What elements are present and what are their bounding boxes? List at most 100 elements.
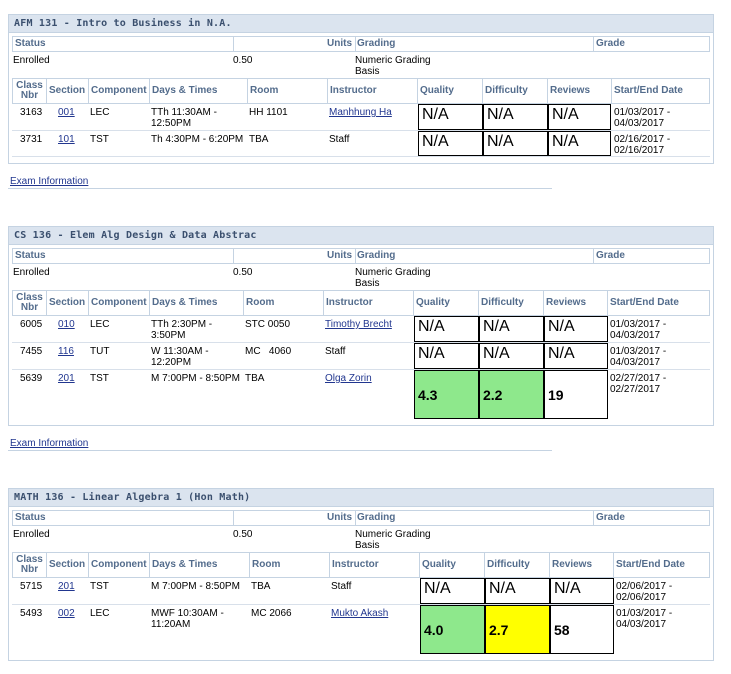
room: MC 4060: [245, 346, 292, 357]
grading-value: Numeric Grading Basis: [355, 529, 431, 551]
days-times-header: Days & Times: [150, 291, 244, 315]
quality-rating: N/A: [418, 131, 483, 156]
days-times: MWF 10:30AM - 11:20AM: [151, 608, 224, 630]
room-header: Room: [250, 553, 330, 577]
reviews-header: Reviews: [548, 79, 612, 103]
instructor-link[interactable]: Mukto Akash: [331, 608, 389, 619]
difficulty-rating: N/A: [479, 316, 544, 342]
course-panel-cs136: CS 136 - Elem Alg Design & Data Abstrac …: [8, 226, 714, 426]
days-times: Th 4:30PM - 6:20PM: [151, 134, 244, 145]
days-times: M 7:00PM - 8:50PM: [151, 373, 240, 384]
reviews-count: N/A: [548, 131, 611, 156]
start-end-date: 01/03/2017 - 04/03/2017: [614, 107, 671, 129]
quality-rating: N/A: [414, 316, 479, 342]
component: TST: [90, 134, 109, 145]
instructor-link[interactable]: Timothy Brecht: [325, 319, 392, 330]
grade-col-header: Grade: [596, 38, 625, 49]
grade-col-header: Grade: [596, 250, 625, 261]
days-times: TTh 2:30PM - 3:50PM: [151, 319, 213, 341]
difficulty-rating: 2.7: [485, 605, 550, 654]
room-header: Room: [248, 79, 328, 103]
start-end-date: 02/06/2017 - 02/06/2017: [616, 581, 673, 603]
class-table: Class Nbr Section Component Days & Times…: [12, 552, 710, 654]
class-nbr: 7455: [20, 346, 43, 357]
start-end-date: 01/03/2017 - 04/03/2017: [610, 346, 667, 368]
grading-col-header: Grading: [357, 512, 396, 523]
instructor: Staff: [325, 346, 346, 357]
start-end-header: Start/End Date: [610, 297, 679, 308]
component: LEC: [90, 608, 110, 619]
course-title: CS 136 - Elem Alg Design & Data Abstrac: [9, 227, 713, 245]
instructor-header: Instructor: [330, 553, 420, 577]
section-link[interactable]: 201: [58, 581, 75, 592]
class-table: Class Nbr Section Component Days & Times…: [12, 78, 710, 157]
room-header: Room: [244, 291, 324, 315]
reviews-count: N/A: [550, 578, 614, 604]
difficulty-rating: N/A: [483, 104, 548, 130]
room: STC 0050: [245, 319, 291, 330]
grade-col-header: Grade: [596, 512, 625, 523]
status-row: Enrolled 0.50 Numeric Grading Basis: [9, 526, 713, 552]
days-times: W 11:30AM - 12:20PM: [151, 346, 209, 368]
class-nbr: 6005: [20, 319, 43, 330]
section-header: Section: [47, 291, 89, 315]
quality-header: Quality: [418, 79, 483, 103]
class-nbr-header: Class Nbr: [13, 291, 47, 315]
reviews-header: Reviews: [544, 291, 608, 315]
section-link[interactable]: 002: [58, 608, 75, 619]
section-link[interactable]: 010: [58, 319, 75, 330]
instructor-header: Instructor: [328, 79, 418, 103]
class-nbr: 5493: [20, 608, 43, 619]
reviews-count: 19: [544, 370, 608, 419]
section-link[interactable]: 001: [58, 107, 75, 118]
section-link[interactable]: 201: [58, 373, 75, 384]
quality-header: Quality: [420, 553, 485, 577]
instructor-link[interactable]: Olga Zorin: [325, 373, 372, 384]
status-header: Status Units Grading Grade: [12, 36, 710, 52]
units-col-header: Units: [327, 250, 352, 261]
component: TUT: [90, 346, 110, 357]
quality-rating: 4.0: [420, 605, 485, 654]
room: MC 2066: [251, 608, 292, 619]
status-value: Enrolled: [13, 529, 50, 540]
divider: [8, 450, 552, 451]
status-row: Enrolled 0.50 Numeric Grading Basis: [9, 52, 713, 78]
days-times: M 7:00PM - 8:50PM: [151, 581, 240, 592]
grading-value: Numeric Grading Basis: [355, 267, 431, 289]
table-row: 7455 116 TUT W 11:30AM - 12:20PM MC 4060…: [12, 343, 710, 370]
section-header: Section: [47, 553, 89, 577]
section-link[interactable]: 101: [58, 134, 75, 145]
section-link[interactable]: 116: [58, 346, 74, 357]
status-value: Enrolled: [13, 267, 50, 278]
reviews-count: N/A: [548, 104, 611, 130]
table-row: 6005 010 LEC TTh 2:30PM - 3:50PM STC 005…: [12, 316, 710, 343]
units-value: 0.50: [233, 529, 253, 540]
reviews-count: N/A: [544, 343, 608, 369]
course-panel-afm131: AFM 131 - Intro to Business in N.A. Stat…: [8, 14, 714, 164]
divider: [8, 188, 552, 189]
table-row: 3731 101 TST Th 4:30PM - 6:20PM TBA Staf…: [12, 131, 710, 157]
grading-col-header: Grading: [357, 250, 396, 261]
grading-value: Numeric Grading Basis: [355, 55, 431, 77]
course-panel-math136: MATH 136 - Linear Algebra 1 (Hon Math) S…: [8, 488, 714, 661]
component: TST: [90, 373, 109, 384]
quality-header: Quality: [414, 291, 479, 315]
component-header: Component: [89, 291, 150, 315]
instructor: Staff: [331, 581, 352, 592]
start-end-date: 02/27/2017 - 02/27/2017: [610, 373, 667, 395]
class-nbr-header: Class Nbr: [13, 553, 47, 577]
units-col-header: Units: [327, 38, 352, 49]
class-table-header: Class Nbr Section Component Days & Times…: [12, 290, 710, 316]
days-times-header: Days & Times: [150, 79, 248, 103]
component: LEC: [90, 319, 110, 330]
exam-information-link[interactable]: Exam Information: [10, 176, 89, 187]
room: TBA: [251, 581, 271, 592]
exam-information-link[interactable]: Exam Information: [10, 438, 89, 449]
difficulty-rating: 2.2: [479, 370, 544, 419]
room: HH 1101: [249, 107, 288, 118]
room: TBA: [249, 134, 269, 145]
status-value: Enrolled: [13, 55, 50, 66]
status-col-header: Status: [15, 38, 46, 49]
instructor-link[interactable]: Manhhung Ha: [329, 107, 392, 118]
quality-rating: N/A: [420, 578, 485, 604]
